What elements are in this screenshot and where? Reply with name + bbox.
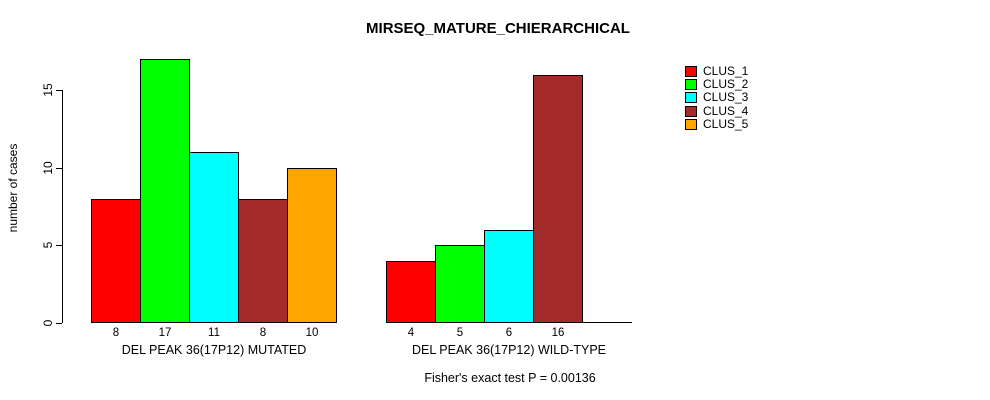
legend-label: CLUS_2 xyxy=(703,77,749,92)
bar-value-label: 16 xyxy=(551,327,565,339)
x-group-label: DEL PEAK 36(17P12) MUTATED xyxy=(121,343,307,357)
bar-value-label: 6 xyxy=(505,327,513,339)
bar xyxy=(140,59,190,323)
bar xyxy=(91,199,141,323)
legend-row: CLUS_4 xyxy=(685,103,749,118)
bar xyxy=(386,261,436,323)
legend-row: CLUS_3 xyxy=(685,91,748,104)
bar xyxy=(484,230,534,323)
legend: CLUS_1 CLUS_2 CLUS_3 CLUS_4 CLUS_5 xyxy=(685,65,748,131)
legend-row: CLUS_5 xyxy=(685,116,749,131)
y-axis-line xyxy=(62,90,63,323)
y-tick xyxy=(56,245,62,246)
legend-label: CLUS_5 xyxy=(703,116,749,131)
bar-value-label: 17 xyxy=(158,327,172,339)
annotation-text: Fisher's exact test P = 0.00136 xyxy=(424,371,596,385)
bar-value-label: 4 xyxy=(407,327,415,339)
bar xyxy=(189,152,239,323)
bar xyxy=(533,75,583,323)
y-tick-label: 0 xyxy=(41,319,55,327)
legend-label: CLUS_3 xyxy=(703,90,749,105)
legend-swatch xyxy=(685,105,697,117)
y-tick xyxy=(56,90,62,91)
y-axis-label: number of cases xyxy=(6,143,20,233)
legend-swatch xyxy=(685,66,697,78)
bar xyxy=(238,199,288,323)
bar-value-label: 10 xyxy=(305,327,319,339)
bar-value-label: 11 xyxy=(208,327,220,339)
y-tick-label: 10 xyxy=(41,161,55,175)
bar-zero-height xyxy=(582,322,632,323)
y-tick xyxy=(56,323,62,324)
legend-swatch xyxy=(685,79,697,91)
chart-title: MIRSEQ_MATURE_CHIERARCHICAL xyxy=(366,20,630,37)
bar-value-label: 8 xyxy=(259,327,267,339)
legend-row: CLUS_1 xyxy=(685,65,748,78)
legend-swatch xyxy=(685,118,697,130)
bar xyxy=(435,245,485,323)
legend-label: CLUS_1 xyxy=(703,64,749,79)
x-group-label: DEL PEAK 36(17P12) WILD-TYPE xyxy=(411,343,607,357)
bar xyxy=(287,168,337,323)
y-tick-label: 15 xyxy=(41,83,55,97)
legend-label: CLUS_4 xyxy=(703,103,749,118)
legend-swatch xyxy=(685,92,697,104)
y-tick xyxy=(56,168,62,169)
bar-value-label: 8 xyxy=(112,327,120,339)
y-tick-label: 5 xyxy=(41,241,55,249)
bar-value-label: 5 xyxy=(456,327,464,339)
legend-row: CLUS_2 xyxy=(685,78,748,91)
